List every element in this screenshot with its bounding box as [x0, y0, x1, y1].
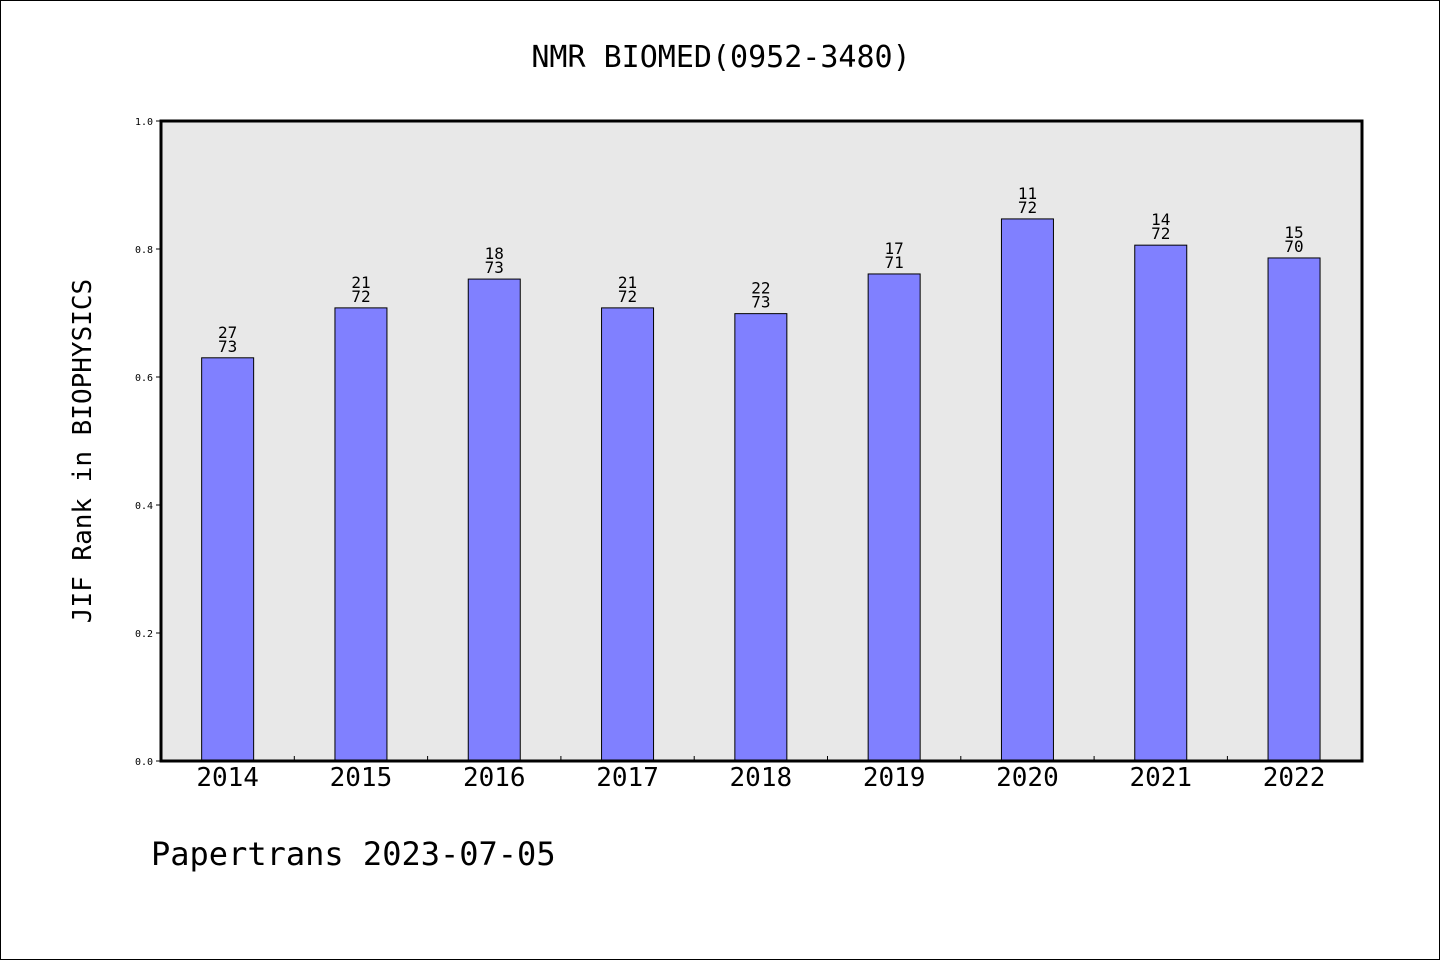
x-tick-label: 2016 — [463, 763, 526, 793]
bar — [201, 357, 255, 762]
bar-series — [201, 218, 1321, 762]
x-tick-label: 2022 — [1263, 763, 1326, 793]
bar — [467, 278, 521, 762]
bar-total-label: 73 — [218, 337, 237, 356]
bar — [1267, 257, 1321, 762]
y-axis-label: JIF Rank in BIOPHYSICS — [68, 279, 98, 623]
x-tick-label: 2014 — [196, 763, 259, 793]
y-tick-label: 0.2 — [135, 629, 153, 640]
y-tick-label: 0.8 — [135, 245, 153, 256]
x-tick-label: 2017 — [596, 763, 659, 793]
bar — [1000, 218, 1054, 762]
bar-total-label: 72 — [1018, 198, 1037, 217]
y-axis: 0.0 0.2 0.4 0.6 0.8 1.0 — [135, 117, 161, 768]
bar-rank-label: 21 — [351, 273, 370, 292]
y-tick-label: 1.0 — [135, 117, 153, 128]
bar-rank-label: 14 — [1151, 210, 1170, 229]
bar-rank-label: 22 — [751, 279, 770, 298]
bar-total-label: 72 — [618, 287, 637, 306]
bar-rank-label: 11 — [1018, 184, 1037, 203]
x-tick-label: 2021 — [1129, 763, 1192, 793]
bar-total-label: 73 — [751, 293, 770, 312]
bar-total-label: 72 — [1151, 224, 1170, 243]
plot-border — [159, 119, 1364, 763]
y-tick-label: 0.0 — [135, 757, 153, 768]
x-tick-label: 2020 — [996, 763, 1059, 793]
x-axis: 2014 2015 2016 2017 2018 2019 2020 2021 2022 — [196, 756, 1325, 793]
bar-rank-label: 15 — [1284, 223, 1303, 242]
bar-total-label: 72 — [351, 287, 370, 306]
bar — [1134, 244, 1188, 762]
x-tick-label: 2015 — [330, 763, 393, 793]
bar-rank-label: 18 — [485, 244, 504, 263]
chart-title: NMR BIOMED(0952-3480) — [531, 40, 910, 75]
bar-rank-label: 27 — [218, 323, 237, 342]
bar-rank-label: 21 — [618, 273, 637, 292]
bar-total-label: 73 — [485, 258, 504, 277]
footer-credit: Papertrans 2023-07-05 — [151, 835, 556, 873]
bar — [334, 307, 388, 762]
x-tick-label: 2019 — [863, 763, 926, 793]
y-tick-label: 0.4 — [135, 501, 153, 512]
bar-total-label: 71 — [885, 253, 904, 272]
bar — [601, 307, 655, 762]
bar — [867, 273, 921, 762]
y-tick-label: 0.6 — [135, 373, 153, 384]
bar — [734, 313, 788, 762]
bar-rank-label: 17 — [885, 239, 904, 258]
x-tick-label: 2018 — [730, 763, 793, 793]
bar-total-label: 70 — [1284, 237, 1303, 256]
